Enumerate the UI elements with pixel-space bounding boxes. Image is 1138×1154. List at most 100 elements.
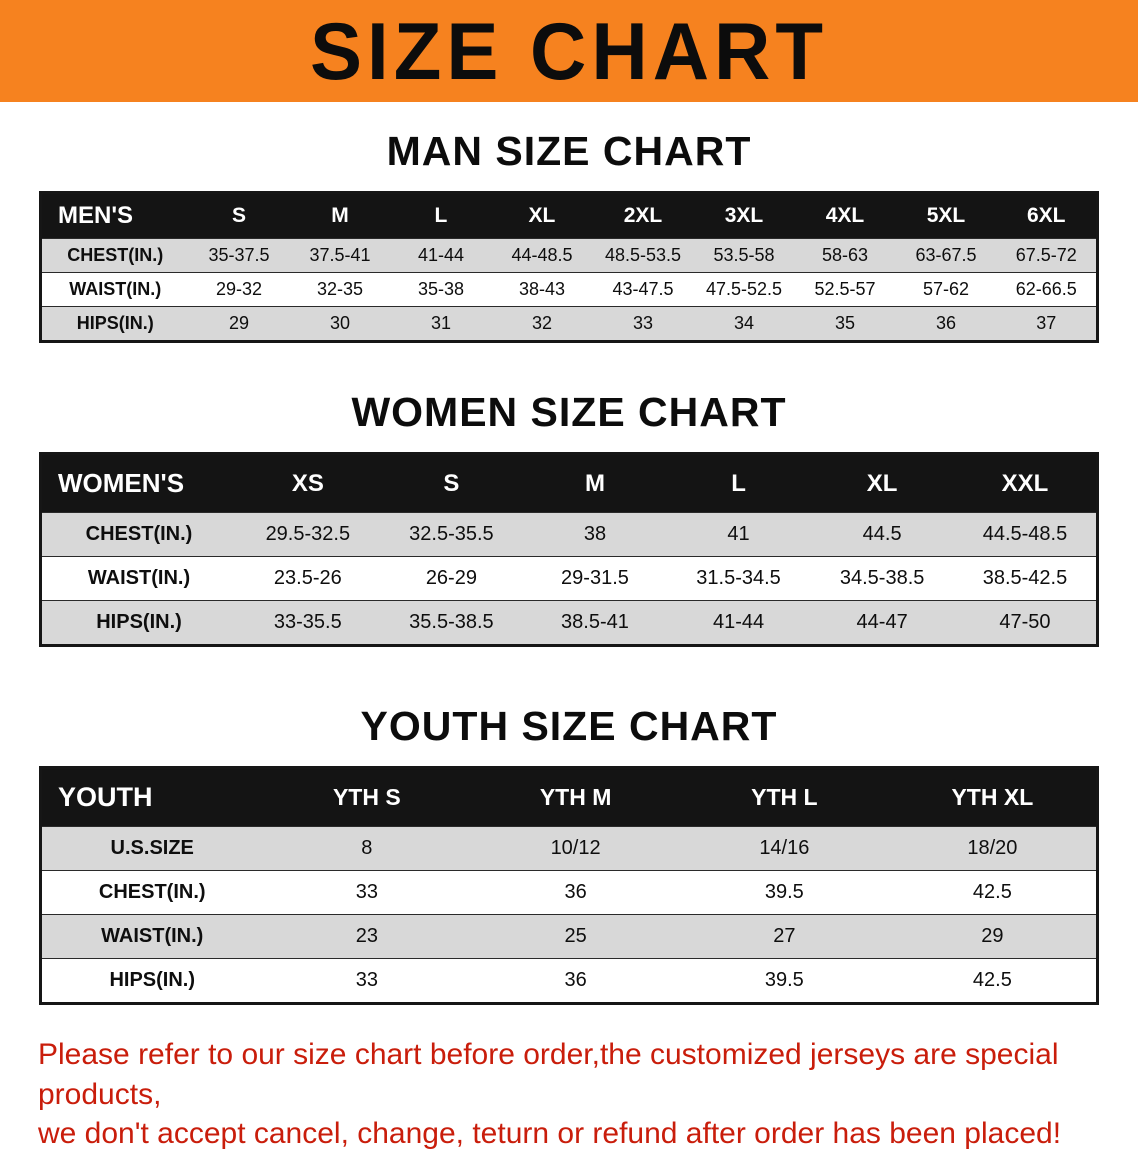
value-cell: 32 [491, 306, 593, 342]
value-cell: 41 [666, 512, 811, 557]
men-size-table: MEN'S S M L XL 2XL 3XL 4XL 5XL 6XL CHEST(IN.) 35-37… [39, 191, 1099, 343]
measurement-row: WAIST(IN.) 23 25 27 29 [40, 914, 1098, 959]
women-size-section: WOMEN SIZE CHART WOMEN'S XS S M L XL XXL CHEST(… [0, 389, 1138, 647]
value-cell: 37 [996, 306, 1098, 342]
youth-size-section: YOUTH SIZE CHART YOUTH YTH S YTH M YTH L YTH… [0, 703, 1138, 1005]
row-label-cell: CHEST(IN.) [40, 512, 237, 557]
value-cell: 32.5-35.5 [379, 512, 524, 557]
size-header-cell: L [390, 192, 492, 239]
value-cell: 31.5-34.5 [666, 556, 811, 601]
value-cell: 10/12 [471, 826, 680, 871]
size-header-cell: 2XL [592, 192, 694, 239]
row-label-cell: WAIST(IN.) [40, 272, 189, 307]
value-cell: 44.5-48.5 [953, 512, 1098, 557]
man-section-heading: MAN SIZE CHART [386, 128, 752, 174]
disclaimer-line-2: we don't accept cancel, change, teturn o… [38, 1117, 1062, 1151]
value-cell: 52.5-57 [794, 272, 896, 307]
measurement-row: WAIST(IN.) 29-32 32-35 35-38 38-43 43-47.5 47.… [40, 272, 1098, 307]
value-cell: 47.5-52.5 [693, 272, 795, 307]
value-cell: 35-38 [390, 272, 492, 307]
measurement-row: CHEST(IN.) 33 36 39.5 42.5 [40, 870, 1098, 915]
size-header-cell: 5XL [895, 192, 997, 239]
youth-section-heading: YOUTH SIZE CHART [360, 703, 778, 749]
table-header-row: YOUTH YTH S YTH M YTH L YTH XL [40, 767, 1098, 827]
value-cell: 38.5-42.5 [953, 556, 1098, 601]
row-label-cell: CHEST(IN.) [40, 238, 189, 273]
size-header-cell: YTH XL [888, 767, 1098, 827]
value-cell: 34 [693, 306, 795, 342]
value-cell: 35.5-38.5 [379, 600, 524, 646]
value-cell: 67.5-72 [996, 238, 1098, 273]
row-label-cell: HIPS(IN.) [40, 958, 263, 1004]
value-cell: 29.5-32.5 [236, 512, 380, 557]
women-size-table: WOMEN'S XS S M L XL XXL CHEST(IN.) 29.5-32.5 32.5… [39, 452, 1099, 647]
value-cell: 43-47.5 [592, 272, 694, 307]
row-label-cell: U.S.SIZE [40, 826, 263, 871]
value-cell: 29 [888, 914, 1098, 959]
value-cell: 36 [471, 870, 680, 915]
value-cell: 47-50 [953, 600, 1098, 646]
size-header-cell: YTH M [471, 767, 680, 827]
row-label-cell: WAIST(IN.) [40, 914, 263, 959]
value-cell: 44-48.5 [491, 238, 593, 273]
value-cell: 48.5-53.5 [592, 238, 694, 273]
size-header-cell: 4XL [794, 192, 896, 239]
value-cell: 23 [262, 914, 472, 959]
row-label-cell: WAIST(IN.) [40, 556, 237, 601]
size-header-cell: XL [810, 453, 954, 513]
footer-disclaimer: Please refer to our size chart before or… [38, 1035, 1100, 1154]
value-cell: 29-32 [188, 272, 290, 307]
value-cell: 57-62 [895, 272, 997, 307]
value-cell: 35 [794, 306, 896, 342]
value-cell: 39.5 [679, 870, 889, 915]
value-cell: 62-66.5 [996, 272, 1098, 307]
table-title-cell: WOMEN'S [40, 453, 237, 513]
measurement-row: WAIST(IN.) 23.5-26 26-29 29-31.5 31.5-34.5 34… [40, 556, 1098, 601]
value-cell: 36 [471, 958, 680, 1004]
size-header-cell: XL [491, 192, 593, 239]
value-cell: 58-63 [794, 238, 896, 273]
value-cell: 14/16 [679, 826, 889, 871]
size-header-cell: L [666, 453, 811, 513]
value-cell: 33 [262, 958, 472, 1004]
size-header-cell: S [379, 453, 524, 513]
man-size-section: MAN SIZE CHART MEN'S S M L XL 2XL 3XL 4XL 5XL 6XL… [0, 128, 1138, 343]
value-cell: 41-44 [390, 238, 492, 273]
value-cell: 44-47 [810, 600, 954, 646]
measurement-row: U.S.SIZE 8 10/12 14/16 18/20 [40, 826, 1098, 871]
measurement-row: HIPS(IN.) 33-35.5 35.5-38.5 38.5-41 41-44 44-… [40, 600, 1098, 646]
size-header-cell: S [188, 192, 290, 239]
value-cell: 36 [895, 306, 997, 342]
value-cell: 33 [592, 306, 694, 342]
value-cell: 63-67.5 [895, 238, 997, 273]
value-cell: 32-35 [289, 272, 391, 307]
value-cell: 27 [679, 914, 889, 959]
value-cell: 29 [188, 306, 290, 342]
value-cell: 44.5 [810, 512, 954, 557]
size-header-cell: 6XL [996, 192, 1098, 239]
value-cell: 38-43 [491, 272, 593, 307]
size-chart-banner: SIZE CHART [0, 0, 1138, 102]
table-header-row: WOMEN'S XS S M L XL XXL [40, 453, 1098, 513]
banner-title: SIZE CHART [310, 5, 828, 97]
table-title-cell: YOUTH [40, 767, 263, 827]
measurement-row: HIPS(IN.) 33 36 39.5 42.5 [40, 958, 1098, 1004]
size-header-cell: M [523, 453, 667, 513]
size-header-cell: XXL [953, 453, 1098, 513]
size-header-cell: XS [236, 453, 380, 513]
value-cell: 8 [262, 826, 472, 871]
row-label-cell: HIPS(IN.) [40, 600, 237, 646]
measurement-row: CHEST(IN.) 35-37.5 37.5-41 41-44 44-48.5 48.5… [40, 238, 1098, 273]
value-cell: 34.5-38.5 [810, 556, 954, 601]
value-cell: 53.5-58 [693, 238, 795, 273]
value-cell: 25 [471, 914, 680, 959]
size-header-cell: M [289, 192, 391, 239]
value-cell: 35-37.5 [188, 238, 290, 273]
women-section-heading: WOMEN SIZE CHART [351, 389, 787, 435]
measurement-row: HIPS(IN.) 29 30 31 32 33 34 35 36 37 [40, 306, 1098, 342]
table-header-row: MEN'S S M L XL 2XL 3XL 4XL 5XL 6XL [40, 192, 1098, 239]
value-cell: 26-29 [379, 556, 524, 601]
value-cell: 18/20 [888, 826, 1098, 871]
size-header-cell: YTH S [262, 767, 472, 827]
value-cell: 41-44 [666, 600, 811, 646]
